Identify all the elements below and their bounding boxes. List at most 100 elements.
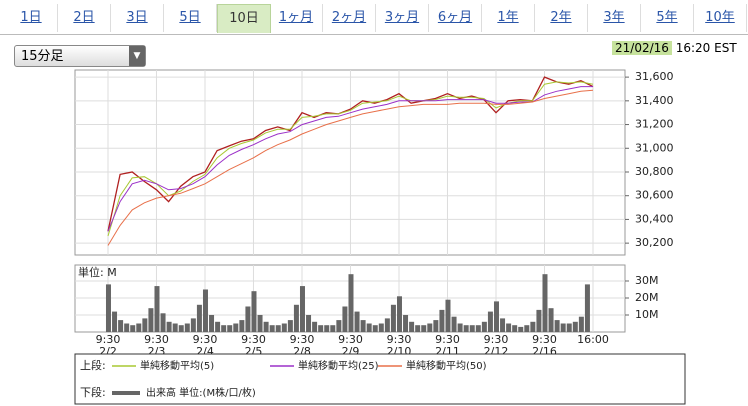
volume-bar: [342, 306, 348, 332]
volume-bar: [190, 318, 196, 332]
volume-bar: [445, 299, 451, 332]
volume-bar: [124, 323, 130, 332]
legend-row-label: 上段:: [80, 358, 106, 372]
x-tick-label: 9:30: [338, 333, 363, 346]
y-tick-label: 31,400: [635, 94, 674, 107]
x-tick-label: 9:30: [144, 333, 169, 346]
tab[interactable]: 10日: [217, 4, 271, 33]
y-tick-label: 31,200: [635, 118, 674, 131]
x-tick-label: 16:00: [577, 333, 609, 346]
x-tick-label: 9:30: [193, 333, 218, 346]
tab[interactable]: 1ヶ月: [270, 4, 323, 32]
volume-bar: [215, 321, 221, 332]
legend-label: 出来高 単位:(M株/口/枚): [146, 386, 256, 399]
tab[interactable]: 2年: [535, 4, 588, 32]
x-tick-label: 9:30: [96, 333, 121, 346]
x-tick-label: 9:30: [387, 333, 412, 346]
volume-bar: [251, 291, 257, 332]
volume-bar: [572, 321, 578, 332]
price-line: [107, 76, 594, 232]
y-tick-label: 30,600: [635, 189, 674, 202]
volume-bar: [312, 321, 318, 332]
tab[interactable]: 1日: [5, 4, 58, 32]
tab[interactable]: 3日: [111, 4, 164, 32]
volume-bar: [336, 320, 342, 332]
volume-bar: [536, 309, 542, 332]
volume-bar: [330, 325, 336, 332]
volume-bar: [202, 289, 208, 332]
volume-bar: [130, 325, 136, 332]
tab[interactable]: 6ヶ月: [429, 4, 482, 32]
volume-bar: [148, 308, 154, 332]
volume-bar: [257, 314, 263, 332]
volume-bar: [475, 325, 481, 332]
volume-bar: [269, 325, 275, 332]
y-tick-label: 31,000: [635, 141, 674, 154]
legend-row-label: 下段:: [80, 385, 106, 399]
volume-bar: [227, 325, 233, 332]
tab[interactable]: 1年: [482, 4, 535, 32]
price-line: [107, 89, 594, 246]
volume-bar: [233, 323, 239, 332]
y-tick-label: 30M: [635, 274, 659, 287]
volume-bar: [299, 286, 305, 332]
volume-bar: [366, 323, 372, 332]
volume-bar: [584, 284, 590, 332]
volume-bar: [172, 323, 178, 332]
volume-bar: [221, 325, 227, 332]
volume-bar: [306, 314, 312, 332]
y-tick-label: 30,800: [635, 165, 674, 178]
volume-bar: [530, 321, 536, 332]
volume-bar: [318, 325, 324, 332]
legend-label: 単純移動平均(5): [140, 359, 214, 372]
tab[interactable]: 10年: [694, 4, 747, 32]
price-line: [107, 86, 593, 232]
volume-bar: [360, 320, 366, 332]
volume-bar: [500, 318, 506, 332]
volume-bar: [560, 323, 566, 332]
volume-bar: [239, 320, 245, 332]
volume-bar: [293, 304, 299, 332]
volume-bar: [281, 323, 287, 332]
volume-bar: [178, 325, 184, 332]
volume-bar: [166, 321, 172, 332]
volume-bar: [457, 323, 463, 332]
volume-bar: [409, 321, 415, 332]
volume-bar: [118, 320, 124, 332]
volume-bar: [209, 314, 215, 332]
volume-bar: [566, 323, 572, 332]
volume-bar: [287, 320, 293, 332]
volume-bar: [372, 325, 378, 332]
volume-bar: [396, 296, 402, 332]
volume-bar: [542, 274, 548, 332]
volume-bar: [493, 301, 499, 332]
interval-label: 15分足: [21, 49, 64, 64]
volume-bar: [324, 325, 330, 332]
volume-bar: [487, 311, 493, 332]
volume-bar: [348, 274, 354, 332]
volume-bar: [415, 325, 421, 332]
volume-bar: [354, 311, 360, 332]
tab[interactable]: 5日: [164, 4, 217, 32]
tab[interactable]: 3ヶ月: [376, 4, 429, 32]
unit-label: 単位: M: [78, 265, 117, 279]
x-tick-label: 9:30: [290, 333, 315, 346]
volume-bar: [384, 318, 390, 332]
tab[interactable]: 5年: [641, 4, 694, 32]
volume-bar: [512, 325, 518, 332]
y-tick-label: 20M: [635, 291, 659, 304]
volume-bar: [451, 316, 457, 332]
tab[interactable]: 2ヶ月: [323, 4, 376, 32]
volume-bar: [548, 308, 554, 332]
tab-bar: 1日 2日 3日 5日 10日 1ヶ月 2ヶ月 3ヶ月 6ヶ月 1年 2年 3年 5年 10年: [0, 0, 748, 35]
volume-bar: [275, 325, 281, 332]
y-tick-label: 10M: [635, 308, 659, 321]
tab[interactable]: 3年: [588, 4, 641, 32]
volume-bar: [427, 323, 433, 332]
volume-bar: [463, 325, 469, 332]
dropdown-arrow[interactable]: ▼: [129, 46, 145, 66]
tab[interactable]: 2日: [58, 4, 111, 32]
interval-select[interactable]: 15分足 ▼: [14, 45, 146, 67]
timestamp-date: 21/02/16: [612, 41, 672, 55]
volume-bar: [469, 325, 475, 332]
